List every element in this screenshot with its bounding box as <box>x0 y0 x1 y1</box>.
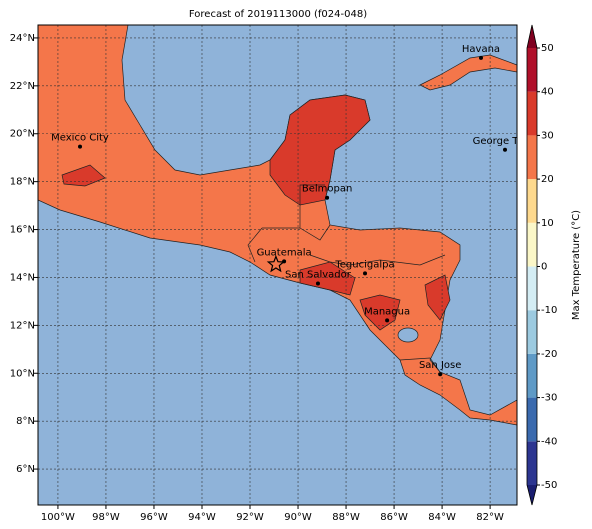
x-tick-label: 84°W <box>428 512 456 523</box>
y-tick-label: 18°N <box>10 177 35 188</box>
x-tick-label: 86°W <box>380 512 408 523</box>
y-tick-label: 16°N <box>10 225 35 236</box>
axes-frame <box>37 24 518 506</box>
colorbar-tick-label: 50 <box>541 43 554 54</box>
colorbar-segment <box>527 179 537 223</box>
x-tick-label: 98°W <box>92 512 120 523</box>
x-tick-label: 82°W <box>476 512 504 523</box>
colorbar-tick-label: -50 <box>541 480 557 491</box>
colorbar-tick-label: 0 <box>541 262 547 273</box>
city-marker <box>325 195 330 200</box>
colorbar-tick-label: -10 <box>541 305 557 316</box>
cuba <box>419 54 517 91</box>
x-tick-label: 92°W <box>236 512 264 523</box>
colorbar-segment <box>527 91 537 136</box>
colorbar-tick-label: 20 <box>541 174 554 185</box>
colorbar-segment <box>527 310 537 354</box>
border <box>299 224 331 241</box>
border <box>262 184 325 229</box>
colorbar-tick-label: -20 <box>541 349 557 360</box>
map-title: Forecast of 2019113000 (f024-048) <box>189 9 367 20</box>
hot-region <box>269 94 371 206</box>
x-tick-label: 94°W <box>188 512 216 523</box>
colorbar-segment <box>527 353 537 398</box>
y-tick-label: 12°N <box>10 320 35 331</box>
city-marker <box>315 281 320 286</box>
city-marker <box>78 144 83 149</box>
city-marker <box>502 147 507 152</box>
border <box>247 227 263 263</box>
colorbar-segment <box>527 48 537 92</box>
colorbar-tick-label: -40 <box>541 436 557 447</box>
y-tick-label: 10°N <box>10 368 35 379</box>
hot-region <box>61 164 106 187</box>
x-tick-label: 88°W <box>332 512 360 523</box>
colorbar-segment <box>527 135 537 180</box>
x-tick-label: 96°W <box>140 512 168 523</box>
city-label: Belmopan <box>302 184 352 195</box>
y-tick-label: 14°N <box>10 272 35 283</box>
colorbar-segment <box>527 397 537 442</box>
city-label: San Salvador <box>285 269 352 280</box>
x-tick-label: 90°W <box>284 512 312 523</box>
city-label: Tegucigalpa <box>334 259 394 270</box>
city-label: Guatemala <box>257 247 312 258</box>
border <box>309 254 446 266</box>
hot-region <box>359 294 401 331</box>
map-area: Mexico City Havana George Town Belmopan Guat… <box>38 25 538 505</box>
city-marker <box>478 55 483 60</box>
colorbar-tick-label: 30 <box>541 130 554 141</box>
hot-region <box>424 274 451 321</box>
star-marker <box>266 254 286 273</box>
city-marker <box>385 318 390 323</box>
colorbar-segment <box>527 441 537 485</box>
x-tick-label: 100°W <box>41 512 75 523</box>
colorbar-extend <box>527 25 537 48</box>
colorbar-tick-label: 40 <box>541 87 554 98</box>
lake-nicaragua <box>397 327 419 343</box>
colorbar-extend <box>527 485 537 505</box>
colorbar-segment <box>527 222 537 267</box>
city-label: San Jose <box>419 360 461 371</box>
colorbar-tick-label: -30 <box>541 393 557 404</box>
y-tick-label: 6°N <box>16 464 35 475</box>
colorbar-segment <box>527 266 537 311</box>
city-label: Managua <box>364 306 410 317</box>
colorbar-tick-label: 10 <box>541 218 554 229</box>
colorbar-label: Max Temperature (°C) <box>571 210 582 320</box>
city-label: George Town <box>473 136 538 147</box>
city-marker <box>363 271 368 276</box>
city-label: Havana <box>462 44 500 55</box>
y-tick-label: 20°N <box>10 129 35 140</box>
border <box>399 357 441 373</box>
city-label: Mexico City <box>51 133 109 144</box>
y-tick-label: 8°N <box>16 416 35 427</box>
y-tick-label: 22°N <box>10 81 35 92</box>
y-tick-label: 24°N <box>10 33 35 44</box>
city-marker <box>438 372 443 377</box>
